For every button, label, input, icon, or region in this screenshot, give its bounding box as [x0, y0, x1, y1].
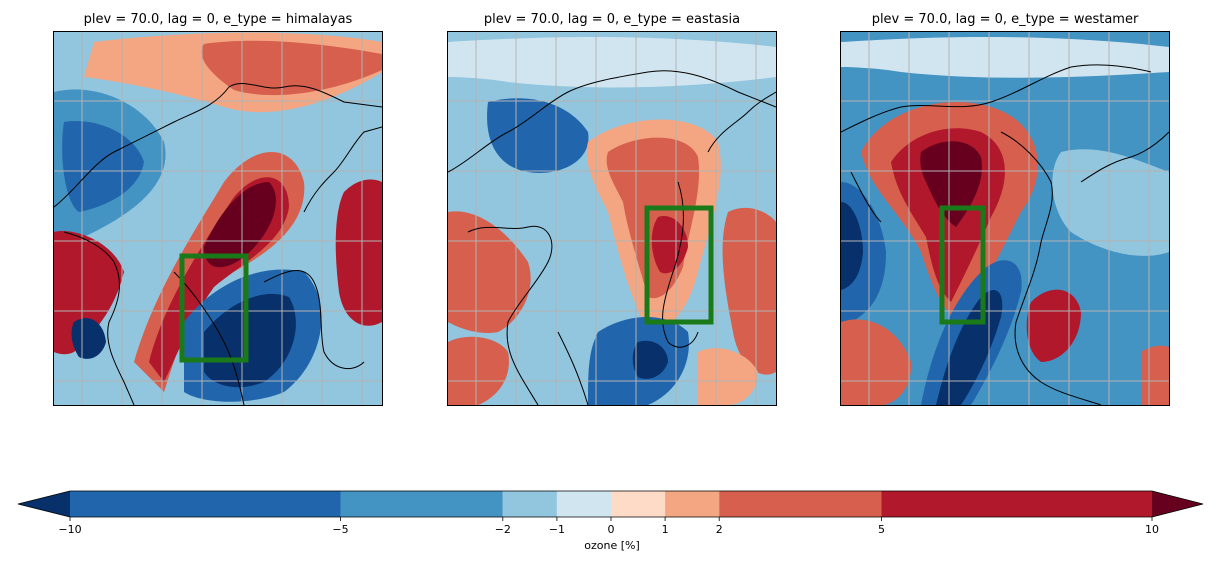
field-blue-south-core	[204, 293, 296, 388]
colorbar-extend-min	[18, 491, 70, 517]
colorbar-segment	[70, 491, 341, 517]
map-panel-himalayas	[53, 31, 383, 406]
field-white-top	[841, 37, 1169, 78]
field-blue-west-core	[841, 202, 863, 290]
region-box-eastasia	[644, 205, 714, 325]
field-red-southeast	[698, 348, 758, 405]
field-blue-south-core	[632, 340, 668, 379]
ozone-field-westamer	[841, 32, 1169, 405]
colorbar-segment	[502, 491, 557, 517]
panel-title-westamer: plev = 70.0, lag = 0, e_type = westamer	[871, 12, 1139, 27]
field-red-southwest	[448, 336, 509, 405]
field-white-east	[1052, 149, 1169, 256]
colorbar-segment	[881, 491, 1152, 517]
field-red-left	[448, 211, 531, 334]
map-panel-eastasia	[447, 31, 777, 406]
ozone-field-himalayas	[54, 32, 382, 405]
panel-title-himalayas: plev = 70.0, lag = 0, e_type = himalayas	[83, 12, 353, 27]
field-blue-north	[487, 98, 589, 173]
field-blue-left-south	[71, 318, 106, 359]
coastline	[841, 64, 1169, 405]
field-red-left	[54, 231, 124, 355]
colorbar-extend-max	[1152, 491, 1203, 517]
colorbar-tick-label: −5	[332, 523, 349, 536]
map-panel-westamer	[840, 31, 1170, 406]
colorbar-tick-label: 2	[715, 523, 723, 536]
field-red-top-core	[201, 40, 382, 96]
colorbar-segment	[665, 491, 720, 517]
colorbar-tick-label: −1	[548, 523, 565, 536]
field-red-south	[841, 319, 912, 405]
colorbar-label: ozone [%]	[584, 539, 640, 552]
field-red-east	[1141, 345, 1169, 405]
colorbar-tick-label: 10	[1145, 523, 1159, 536]
colorbar-tick-label: 5	[878, 523, 885, 536]
field-red-southeast	[1026, 289, 1081, 362]
panel-title-eastasia: plev = 70.0, lag = 0, e_type = eastasia	[483, 12, 741, 27]
region-box-himalayas	[179, 253, 249, 363]
field-red-right	[335, 179, 382, 326]
region-box-westamer	[939, 205, 986, 325]
ozone-field-eastasia	[448, 32, 776, 405]
colorbar-tick-label: 1	[661, 523, 669, 536]
colorbar-tick-label: −10	[58, 523, 82, 536]
colorbar-tick-label: 0	[607, 523, 615, 536]
coastline	[54, 82, 382, 405]
field-red-right	[722, 207, 776, 375]
colorbar-segment	[611, 491, 666, 517]
colorbar-tick-label: −2	[494, 523, 511, 536]
colorbar-segment	[340, 491, 503, 517]
field-red-center-max	[651, 216, 688, 274]
field-blue-left-core	[62, 121, 144, 212]
field-white-top	[448, 37, 776, 88]
colorbar-segment	[719, 491, 882, 517]
field-blue-diagonal-core	[936, 289, 1003, 405]
colorbar-segment	[556, 491, 611, 517]
gridlines	[841, 32, 1169, 405]
colorbar	[17, 490, 1204, 521]
coastline	[448, 70, 776, 405]
gridlines	[448, 32, 776, 405]
field-red-diagonal-max	[204, 182, 276, 268]
